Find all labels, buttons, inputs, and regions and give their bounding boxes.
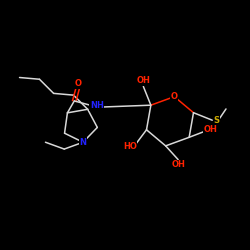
Text: S: S <box>214 116 220 125</box>
Text: HO: HO <box>123 142 137 150</box>
Text: O: O <box>75 80 82 88</box>
Text: OH: OH <box>171 160 185 169</box>
Text: N: N <box>80 138 86 147</box>
Text: OH: OH <box>136 76 150 86</box>
Text: OH: OH <box>204 125 217 134</box>
Text: O: O <box>171 92 178 101</box>
Text: NH: NH <box>90 101 104 110</box>
